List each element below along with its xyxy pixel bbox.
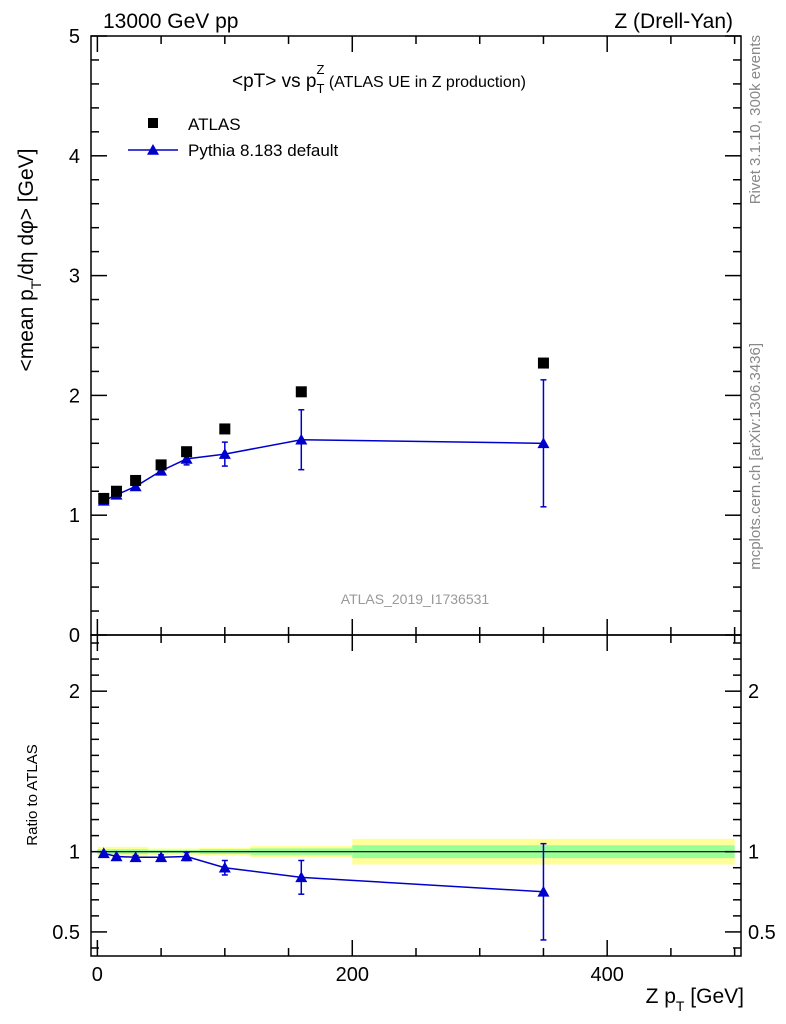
plot-title: <pT> vs pZ T (ATLAS UE in Z production) [232, 62, 526, 96]
legend-pythia-marker [147, 144, 159, 155]
main-y-label-sub: T [28, 280, 44, 289]
legend: ATLAS Pythia 8.183 default [128, 115, 339, 160]
data-series [97, 357, 550, 941]
x-axis-label-post: [GeV] [684, 985, 744, 1008]
plot-title-pre: <pT> vs p [232, 71, 317, 92]
ratio-point [129, 851, 142, 863]
atlas-point [295, 386, 307, 398]
x-axis-label: Z pT [GeV] [646, 985, 744, 1014]
atlas-point [219, 423, 231, 435]
main-y-label: <mean pT/dη dφ> [GeV] [15, 149, 44, 372]
ratio-point [218, 861, 231, 873]
ratio-point [97, 847, 110, 859]
plot-title-sub: T [316, 81, 324, 96]
main-y-label-post: /dη dφ> [GeV] [15, 149, 38, 281]
ratio-point [155, 851, 168, 863]
x-tick-label: 400 [590, 964, 623, 986]
atlas-point [110, 485, 122, 497]
plot-title-sup: Z [317, 62, 325, 77]
ratio-point [110, 850, 123, 862]
ratio-y-tick-label-right: 1 [748, 842, 759, 864]
ratio-frame [90, 634, 742, 957]
atlas-point [98, 492, 110, 504]
header-right: Z (Drell-Yan) [614, 10, 733, 33]
main-y-tick-label: 4 [69, 146, 80, 168]
main-y-tick-label: 5 [69, 26, 80, 48]
pythia-point [537, 437, 550, 449]
main-y-label-pre: <mean p [15, 289, 38, 371]
ratio-y-tick-label-right: 2 [748, 681, 759, 703]
main-y-tick-label: 3 [69, 266, 80, 288]
legend-atlas-label: ATLAS [188, 115, 241, 134]
ratio-y-tick-label-left: 2 [69, 681, 80, 703]
atlas-point [130, 474, 142, 486]
x-tick-label: 0 [92, 964, 103, 986]
atlas-point [155, 459, 167, 471]
ratio-point [180, 850, 193, 862]
x-tick-label: 200 [336, 964, 369, 986]
ratio-point [295, 871, 308, 883]
ratio-uncertainty-bands [97, 838, 741, 865]
pythia-point [218, 448, 231, 459]
ratio-y-tick-label-left: 0.5 [52, 922, 80, 944]
x-axis-label-sub: T [676, 998, 685, 1014]
x-axis-label-pre: Z p [646, 985, 676, 1008]
atlas-point [181, 446, 193, 458]
ratio-y-label: Ratio to ATLAS [24, 744, 41, 845]
analysis-watermark: ATLAS_2019_I1736531 [341, 591, 490, 607]
main-y-tick-label: 2 [69, 385, 80, 407]
pythia-point [295, 433, 308, 445]
source-label: mcplots.cern.ch [arXiv:1306.3436] [747, 343, 764, 570]
main-y-tick-label: 1 [69, 505, 80, 527]
rivet-version-label: Rivet 3.1.10, 300k events [747, 35, 764, 204]
ratio-point [537, 885, 550, 897]
header-left: 13000 GeV pp [103, 10, 238, 33]
legend-pythia-label: Pythia 8.183 default [188, 141, 339, 160]
legend-atlas-marker [148, 118, 158, 128]
ratio-y-tick-label-right: 0.5 [748, 922, 776, 944]
atlas-point [537, 357, 549, 369]
pythia-point [180, 452, 193, 464]
main-y-tick-label: 0 [69, 625, 80, 647]
ratio-y-tick-label-left: 1 [69, 842, 80, 864]
plot-title-post: (ATLAS UE in Z production) [324, 74, 526, 91]
axes: 0 200 400 0 1 2 3 4 5 0.5 0.5 1 1 2 2 [52, 26, 776, 986]
pythia-line [103, 438, 544, 502]
